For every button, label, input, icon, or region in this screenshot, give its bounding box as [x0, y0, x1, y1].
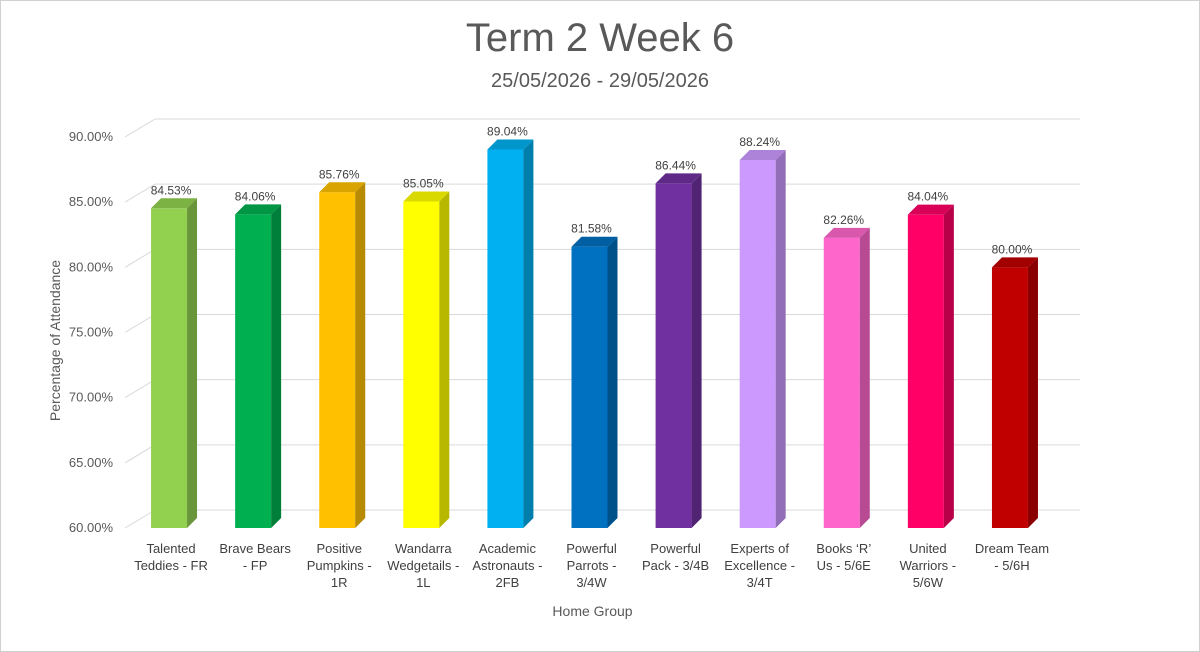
- gridline-depth: [124, 248, 156, 268]
- y-axis-title: Percentage of Attendance: [47, 260, 63, 421]
- bar: [571, 246, 608, 528]
- x-tick-label: Talented Teddies - FR: [134, 541, 208, 573]
- bar-top: [823, 227, 870, 238]
- bar: [823, 237, 860, 529]
- data-label: 82.26%: [823, 213, 864, 227]
- bar-side: [187, 198, 198, 528]
- bar: [235, 214, 272, 528]
- data-label: 88.24%: [739, 135, 780, 149]
- chart-title: Term 2 Week 6: [465, 16, 735, 60]
- x-tick-label: Powerful Pack - 3/4B: [642, 541, 709, 573]
- data-label: 85.76%: [319, 167, 360, 181]
- gridline-depth: [124, 444, 156, 464]
- bar: [991, 267, 1028, 528]
- bar: [907, 214, 944, 529]
- bar: [487, 149, 524, 528]
- x-tick-label: Academic Astronauts -2FB: [472, 541, 542, 590]
- y-tick-label: 65.00%: [69, 455, 114, 470]
- x-tick-label: Dream Team - 5/6H: [975, 541, 1049, 573]
- y-tick-label: 85.00%: [69, 194, 114, 209]
- bar-side: [691, 173, 702, 528]
- x-tick-label: United Warriors -5/6W: [900, 541, 957, 590]
- data-label: 80.00%: [992, 242, 1033, 256]
- y-tick-label: 90.00%: [69, 129, 114, 144]
- x-tick-label: Experts of Excellence -3/4T: [724, 541, 795, 590]
- bar-top: [319, 182, 366, 193]
- bar-top: [151, 198, 198, 209]
- data-label: 84.06%: [235, 189, 276, 203]
- bar-side: [523, 139, 534, 528]
- bar-top: [991, 257, 1038, 268]
- data-label: 85.05%: [403, 177, 444, 191]
- bar: [655, 183, 692, 528]
- bar-side: [1027, 257, 1038, 528]
- bar: [151, 208, 188, 528]
- x-tick-label: Wandarra Wedgetails -1L: [387, 541, 459, 590]
- gridline-depth: [124, 314, 156, 333]
- bar-top: [487, 139, 534, 150]
- data-label: 84.04%: [908, 190, 949, 204]
- bar-top: [571, 236, 618, 247]
- bar-top: [235, 204, 282, 215]
- y-tick-label: 80.00%: [69, 259, 114, 274]
- x-tick-label: Brave Bears - FP: [219, 541, 291, 573]
- x-axis-title: Home Group: [552, 603, 632, 619]
- bar-side: [355, 182, 366, 528]
- gridline-depth: [124, 509, 156, 529]
- bar-top: [739, 149, 786, 160]
- bar-side: [775, 149, 786, 528]
- y-tick-label: 75.00%: [69, 325, 114, 340]
- data-label: 81.58%: [571, 222, 612, 236]
- data-label: 84.53%: [151, 183, 192, 197]
- bar-top: [655, 173, 702, 184]
- bar: [403, 201, 440, 528]
- y-tick-label: 60.00%: [69, 520, 114, 535]
- bar-side: [271, 204, 282, 528]
- bar: [739, 159, 776, 528]
- data-label: 89.04%: [487, 125, 528, 139]
- x-tick-label: Books ‘R’ Us - 5/6E: [816, 541, 871, 573]
- x-tick-label: Powerful Parrots -3/4W: [566, 541, 617, 590]
- x-tick-label: Positive Pumpkins -1R: [307, 541, 372, 590]
- gridline-depth: [124, 379, 156, 399]
- chart-subtitle: 25/05/2026 - 29/05/2026: [491, 70, 709, 92]
- bar-top: [907, 204, 954, 215]
- bar-side: [439, 191, 450, 528]
- gridline-depth: [124, 183, 156, 203]
- bar-side: [607, 236, 618, 528]
- bar-side: [943, 204, 954, 529]
- bar-top: [403, 191, 450, 202]
- bar: [319, 192, 356, 528]
- bar-side: [859, 227, 870, 529]
- y-tick-label: 70.00%: [69, 390, 114, 405]
- gridline-depth: [124, 118, 156, 138]
- data-label: 86.44%: [655, 158, 696, 172]
